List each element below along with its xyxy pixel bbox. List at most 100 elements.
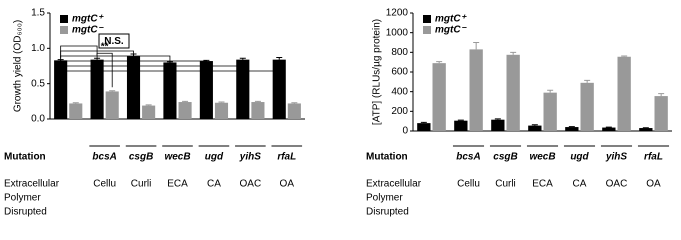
- error-bar: [510, 51, 517, 55]
- annotation: N.S.: [104, 36, 124, 47]
- bar: [69, 103, 83, 119]
- row-label: Disrupted: [4, 207, 47, 218]
- bar: [543, 92, 557, 131]
- y-tick-label: 1000: [386, 27, 409, 38]
- error-bar: [72, 102, 79, 104]
- bar: [565, 127, 579, 131]
- bar: [214, 102, 229, 119]
- bar: [506, 54, 520, 131]
- bar: [417, 123, 431, 131]
- polymer-label: ECA: [167, 179, 188, 190]
- x-tick-label: csgB: [129, 152, 153, 163]
- y-tick-label: 600: [391, 67, 408, 78]
- bar: [580, 82, 594, 131]
- bar: [54, 60, 68, 119]
- x-tick-label: rfaL: [277, 152, 296, 163]
- row-label: Extracellular: [4, 179, 60, 190]
- polymer-label: OA: [646, 179, 661, 190]
- bar: [272, 59, 286, 119]
- x-tick-label: yihS: [239, 152, 261, 163]
- legend-label: mgtC⁺: [435, 14, 468, 25]
- error-bar: [531, 124, 538, 126]
- error-bar: [254, 100, 261, 103]
- y-axis-label: [ATP] (RLUs/µg protein): [372, 19, 383, 125]
- legend-swatch: [423, 15, 431, 23]
- y-tick-label: 0: [402, 126, 408, 137]
- bar: [639, 128, 653, 131]
- error-bar: [420, 121, 427, 124]
- x-tick-label: wecB: [529, 152, 555, 163]
- polymer-label: Cellu: [93, 179, 116, 190]
- row-label: Disrupted: [366, 207, 409, 218]
- x-tick-label: rfaL: [644, 152, 663, 163]
- x-tick-label: yihS: [605, 152, 627, 163]
- bar: [90, 59, 104, 119]
- polymer-label: OA: [280, 179, 295, 190]
- bar: [251, 102, 265, 119]
- legend-swatch: [423, 26, 431, 34]
- x-tick-label: ugd: [205, 152, 224, 163]
- y-axis-label: Growth yield (OD₆₀₀): [13, 20, 24, 112]
- bar: [105, 91, 119, 119]
- bar: [654, 96, 668, 131]
- row-label: Polymer: [4, 193, 41, 204]
- polymer-label: Curli: [131, 179, 152, 190]
- error-bar: [547, 89, 554, 93]
- error-bar: [658, 93, 665, 97]
- bar: [432, 63, 446, 131]
- error-bar: [218, 101, 225, 103]
- bar: [602, 127, 616, 131]
- error-bar: [94, 57, 101, 60]
- y-tick-label: 1.5: [31, 8, 45, 19]
- bar: [617, 56, 631, 132]
- legend-swatch: [60, 15, 68, 23]
- bar: [199, 61, 213, 119]
- error-bar: [182, 100, 189, 103]
- error-bar: [109, 90, 116, 92]
- ns-bracket: [60, 65, 244, 78]
- bar: [126, 56, 141, 119]
- bar: [454, 120, 468, 131]
- polymer-label: OAC: [606, 179, 628, 190]
- bar: [142, 105, 156, 119]
- error-bar: [239, 57, 246, 60]
- bar: [528, 125, 542, 131]
- legend-label: mgtC⁻: [435, 25, 468, 36]
- x-tick-label: ugd: [570, 152, 589, 163]
- y-tick-label: 1200: [386, 8, 409, 19]
- error-bar: [621, 55, 628, 57]
- x-tick-label: bcsA: [456, 152, 480, 163]
- ns-box: [98, 33, 130, 49]
- error-bar: [584, 79, 591, 83]
- bar: [287, 103, 301, 119]
- y-tick-label: 800: [391, 47, 408, 58]
- polymer-label: Cellu: [457, 179, 480, 190]
- y-tick-label: 0.0: [31, 114, 45, 125]
- y-tick-label: 400: [391, 86, 408, 97]
- bar: [178, 102, 192, 119]
- error-bar: [291, 102, 298, 104]
- row-label: Polymer: [366, 193, 403, 204]
- error-bar: [494, 118, 501, 120]
- polymer-label: CA: [573, 179, 587, 190]
- x-tick-label: csgB: [493, 152, 517, 163]
- bar: [163, 62, 177, 119]
- polymer-label: OAC: [240, 179, 262, 190]
- polymer-label: CA: [207, 179, 221, 190]
- y-tick-label: 200: [391, 106, 408, 117]
- error-bar: [276, 57, 283, 60]
- x-tick-label: wecB: [164, 152, 190, 163]
- polymer-label: ECA: [532, 179, 553, 190]
- sig-bracket: [96, 52, 113, 88]
- ns-bracket: [60, 70, 280, 83]
- annotation: **: [101, 42, 109, 53]
- error-bar: [436, 61, 443, 64]
- bar: [469, 49, 483, 132]
- y-tick-label: 1.0: [31, 43, 45, 54]
- x-tick-label: bcsA: [92, 152, 116, 163]
- error-bar: [145, 104, 152, 106]
- polymer-label: Curli: [495, 179, 516, 190]
- y-tick-label: 0.5: [31, 78, 45, 89]
- legend-label: mgtC⁺: [72, 14, 105, 25]
